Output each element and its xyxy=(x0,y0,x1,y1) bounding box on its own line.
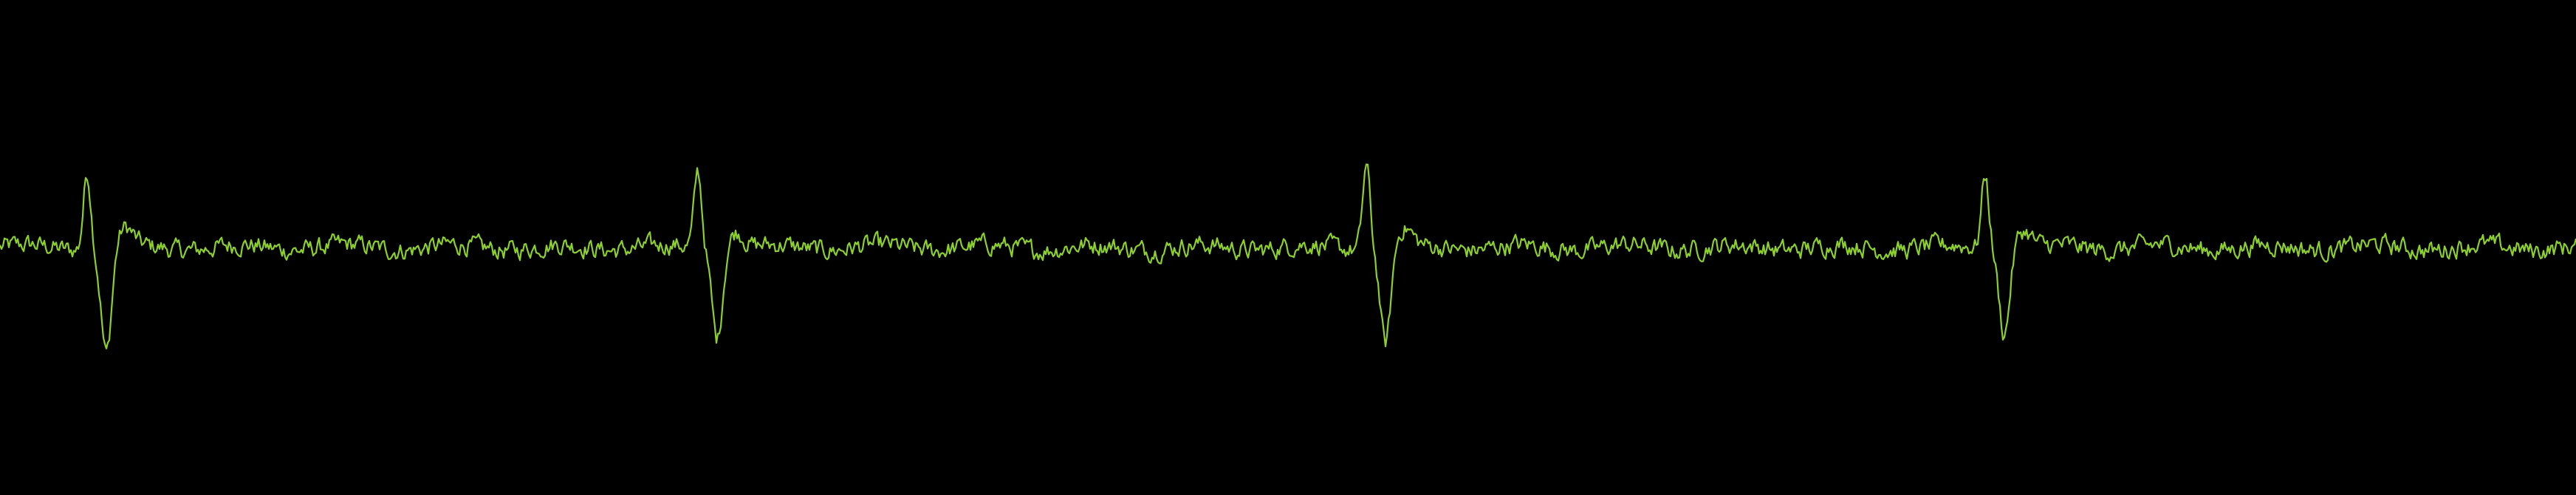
ecg-series-line-0 xyxy=(0,163,2576,349)
series-layer xyxy=(0,163,2576,349)
